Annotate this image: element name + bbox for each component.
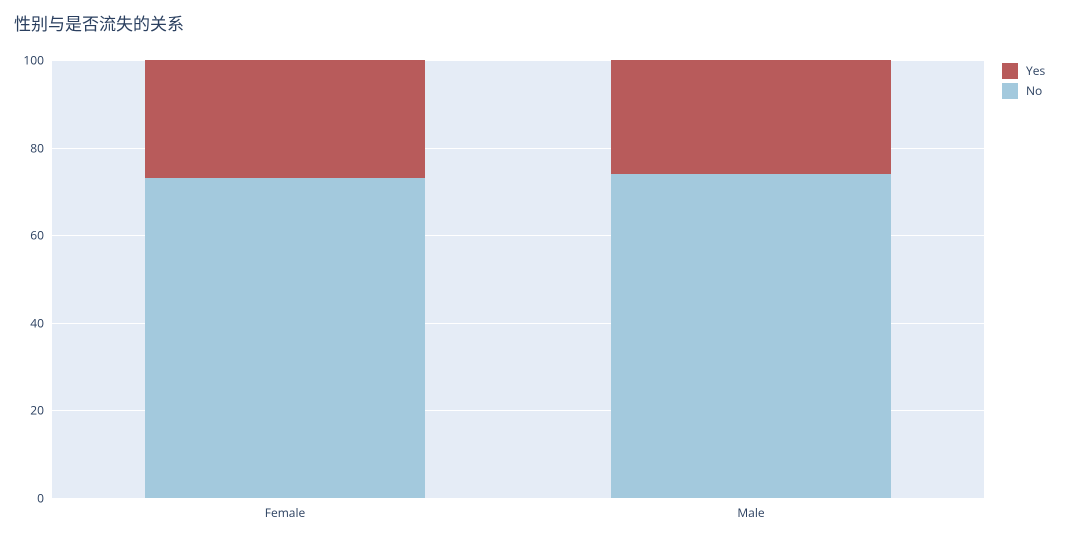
x-tick-label: Female xyxy=(265,504,305,521)
bar-segment xyxy=(145,178,425,498)
chart-container: 性别与是否流失的关系 020406080100FemaleMale YesNo xyxy=(0,0,1080,535)
chart-title: 性别与是否流失的关系 xyxy=(14,10,184,35)
bar-segment xyxy=(611,174,891,498)
bar-segment xyxy=(611,60,891,174)
legend-label: No xyxy=(1026,82,1042,99)
legend-swatch xyxy=(1002,83,1018,99)
y-tick-label: 100 xyxy=(23,52,44,69)
legend-item: No xyxy=(1002,82,1045,99)
y-tick-label: 0 xyxy=(37,490,44,507)
legend-swatch xyxy=(1002,63,1018,79)
legend: Yes No xyxy=(1002,62,1045,102)
y-tick-label: 60 xyxy=(30,227,44,244)
x-tick-label: Male xyxy=(737,504,764,521)
bar-segment xyxy=(145,60,425,178)
y-tick-label: 40 xyxy=(30,314,44,331)
legend-item: Yes xyxy=(1002,62,1045,79)
plot-area: 020406080100FemaleMale xyxy=(52,60,984,498)
y-tick-label: 20 xyxy=(30,402,44,419)
legend-label: Yes xyxy=(1026,62,1045,79)
y-tick-label: 80 xyxy=(30,139,44,156)
y-gridline xyxy=(52,498,984,499)
